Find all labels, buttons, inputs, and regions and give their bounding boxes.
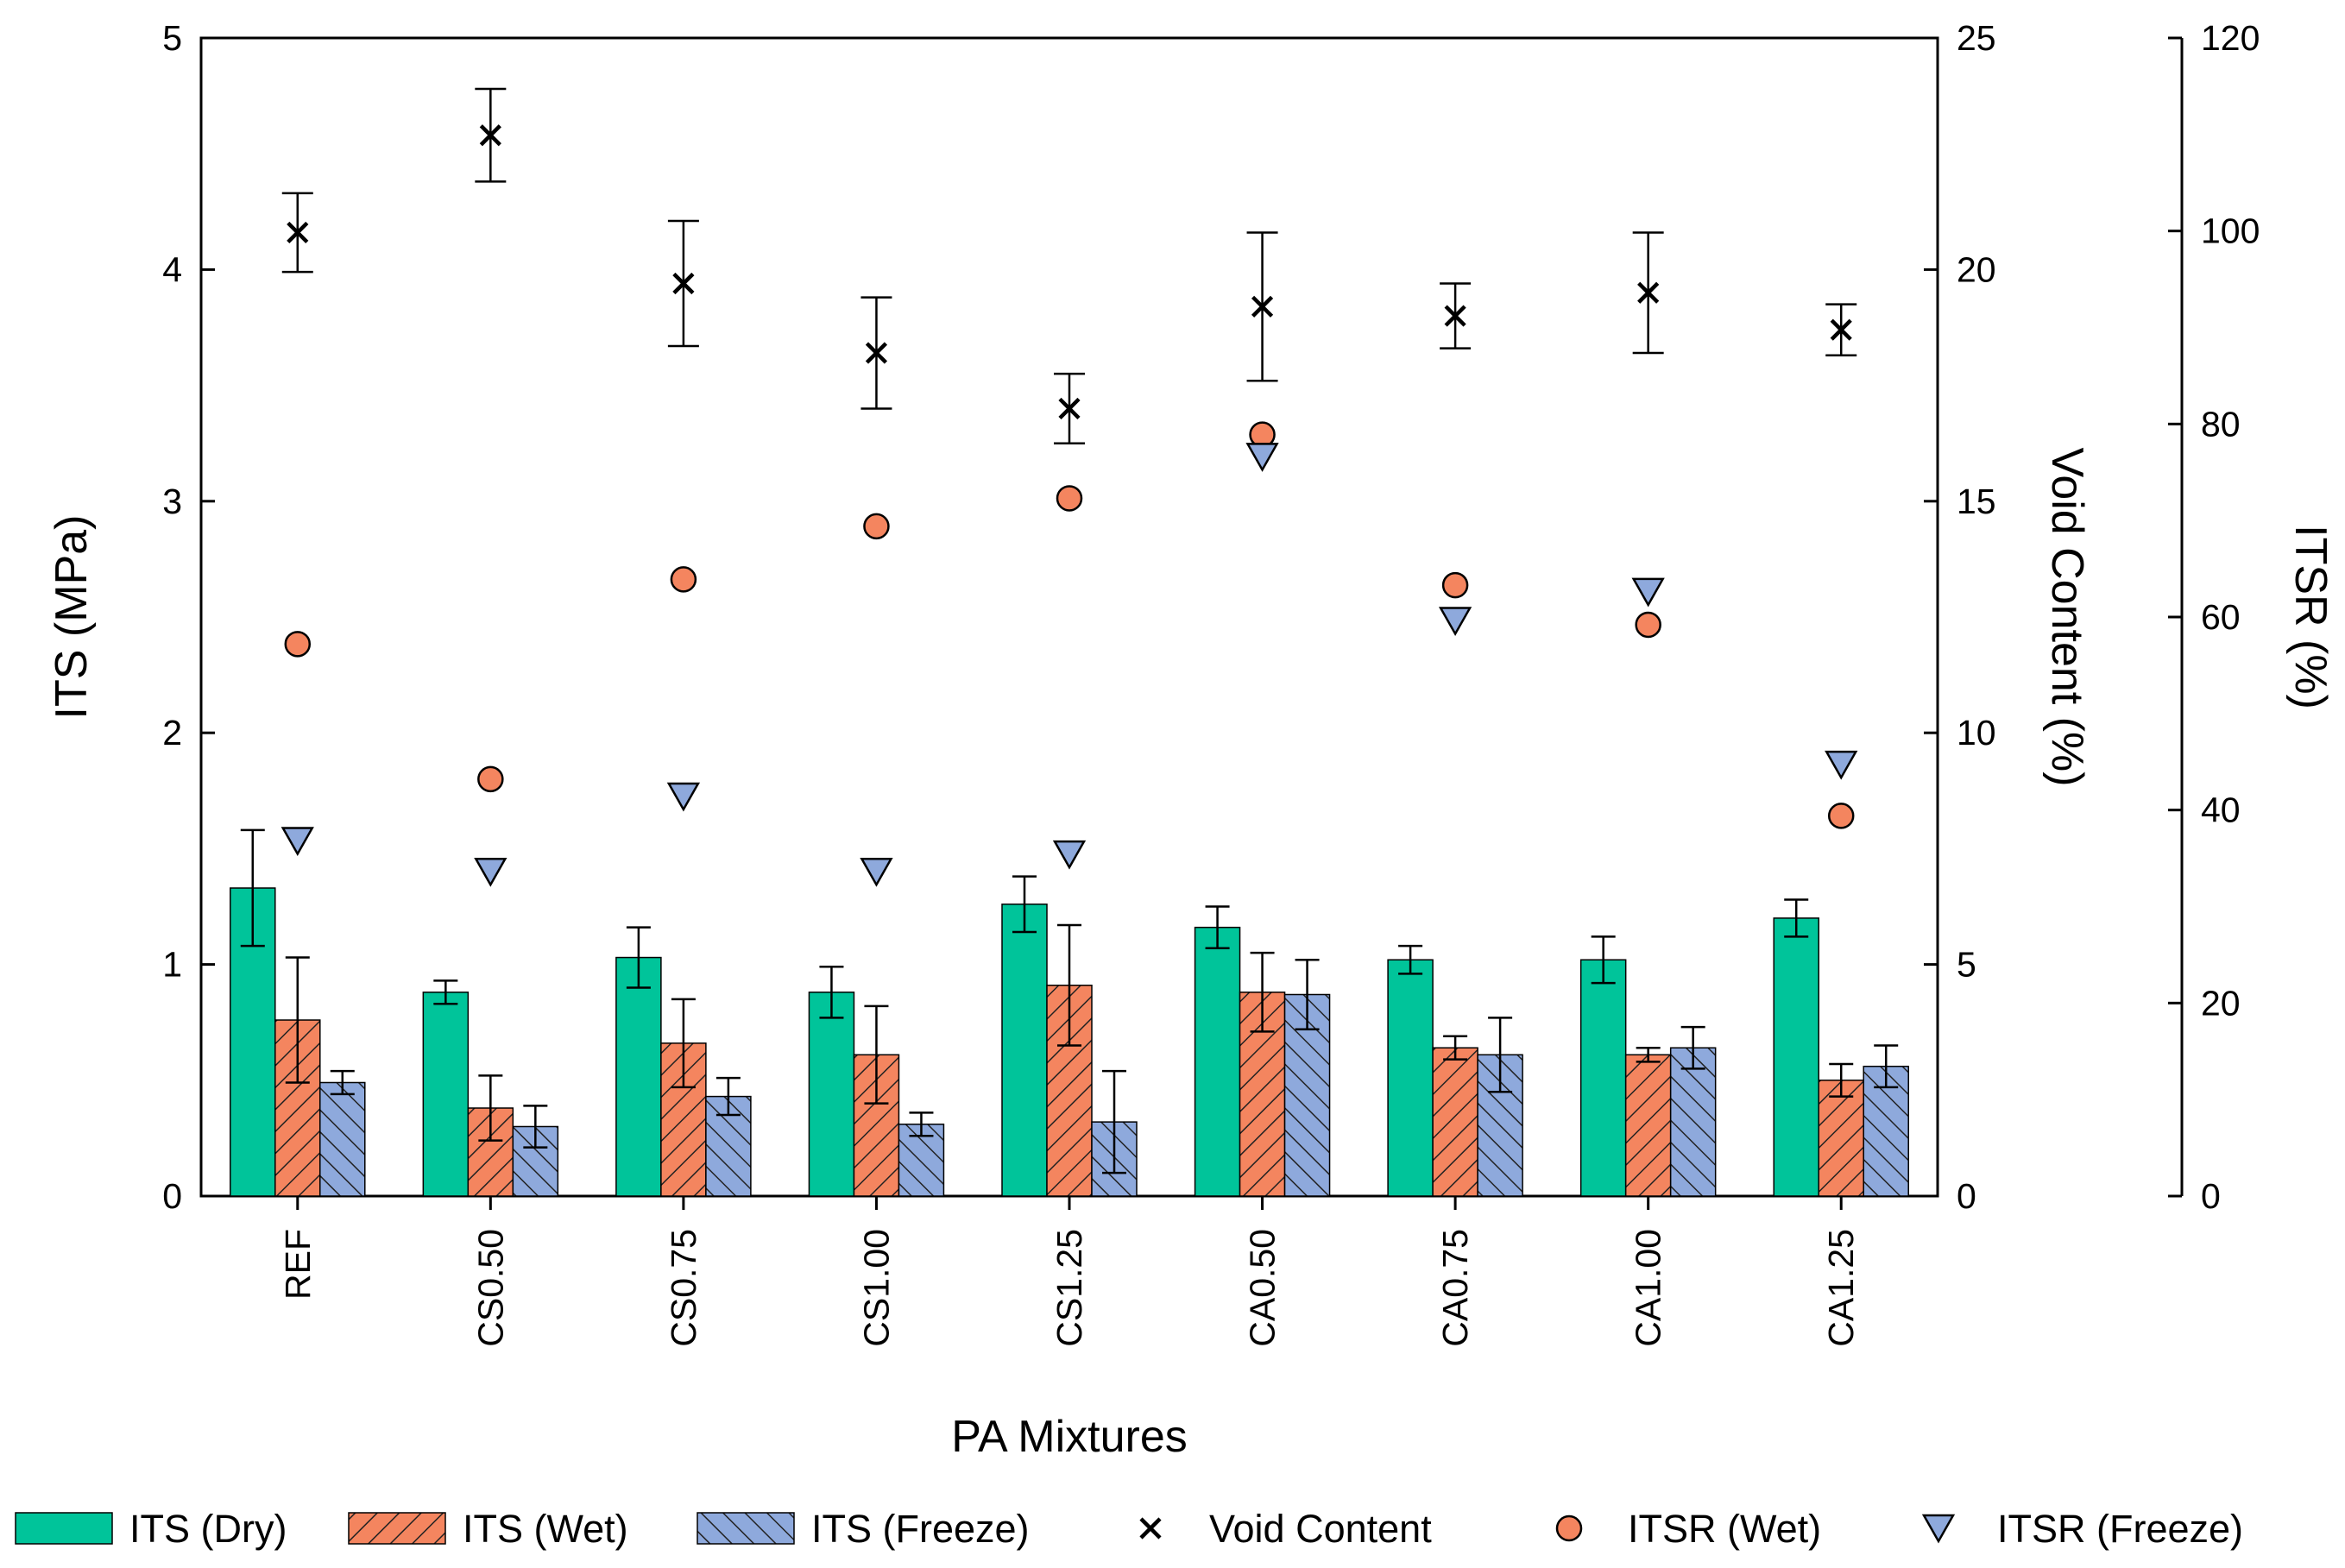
itsr-tick-label: 100 (2201, 211, 2260, 251)
legend-swatch-void-content (1139, 1517, 1162, 1540)
itsr-wet-point-cs0-50 (477, 765, 504, 793)
x-tick-label: CA0.75 (1435, 1229, 1475, 1347)
void-tick-label: 25 (1957, 18, 1996, 58)
bar-its-dry-cs0-75 (615, 956, 662, 1197)
error-bars-group (240, 87, 1899, 1174)
left-tick-label: 3 (162, 482, 182, 521)
void-content-point-ref (287, 221, 309, 244)
x-tick-labels: REF CS0.50 CS0.75 CS1.00 CS1.25 CA0.50 CA0.75 C… (278, 1196, 1861, 1347)
void-content-point-cs0-50 (479, 124, 501, 147)
itsr-freeze-point-cs0-50 (474, 857, 507, 887)
legend-swatch-itsr-wet (1555, 1514, 1583, 1542)
itsr-wet-point-ca1-25 (1827, 803, 1855, 829)
point-series-group (281, 124, 1858, 887)
x-tick-label: CS1.00 (856, 1229, 896, 1347)
legend-swatch-its-freeze (697, 1512, 795, 1545)
itsr-tick-label: 80 (2201, 404, 2241, 444)
left-axis: 0 1 2 3 4 5 (162, 18, 215, 1216)
bar-its-wet-ca1-00 (1624, 1054, 1672, 1197)
itsr-freeze-point-cs0-75 (666, 782, 701, 812)
bar-its-dry-cs1-00 (808, 992, 855, 1197)
void-content-point-ca0-75 (1444, 305, 1466, 327)
left-tick-label: 2 (162, 713, 182, 753)
legend-label-itsr-wet: ITSR (Wet) (1628, 1507, 1821, 1551)
x-tick-label: CS0.75 (664, 1229, 703, 1347)
void-tick-label: 10 (1957, 713, 1996, 753)
bar-its-freeze-ca1-00 (1669, 1047, 1717, 1197)
itsr-tick-label: 0 (2201, 1176, 2221, 1216)
x-tick-label: CA1.25 (1821, 1229, 1861, 1347)
legend-label-its-freeze: ITS (Freeze) (811, 1507, 1030, 1551)
bar-its-dry-ca1-00 (1579, 959, 1627, 1197)
itsr-freeze-point-ca1-25 (1825, 750, 1858, 780)
itsr-freeze-point-ca0-50 (1245, 443, 1279, 472)
legend-label-its-dry: ITS (Dry) (129, 1507, 287, 1551)
void-content-point-ca1-00 (1637, 281, 1660, 304)
y-axis-title: ITS (MPa) (47, 515, 97, 720)
itsr-freeze-point-cs1-00 (860, 857, 893, 887)
legend-label-void-content: Void Content (1209, 1507, 1432, 1551)
legend-swatch-its-wet (348, 1512, 446, 1545)
legend-label-its-wet: ITS (Wet) (463, 1507, 628, 1551)
bar-its-dry-cs0-50 (422, 992, 470, 1197)
itsr-wet-point-cs1-25 (1056, 485, 1083, 512)
void-content-axis-title: Void Content (%) (2042, 447, 2092, 786)
legend-swatch-itsr-freeze (1921, 1514, 1956, 1544)
bar-its-dry-ca1-25 (1773, 917, 1819, 1197)
itsr-wet-point-cs0-75 (670, 566, 697, 593)
x-tick-label: REF (278, 1229, 318, 1300)
x-tick-label: CS0.50 (470, 1229, 510, 1347)
legend-swatch-its-dry (15, 1512, 113, 1545)
void-content-point-ca1-25 (1830, 318, 1852, 341)
x-tick-label: CA1.00 (1629, 1229, 1668, 1347)
itsr-wet-point-ca1-00 (1635, 611, 1661, 639)
void-tick-label: 15 (1957, 482, 1996, 521)
void-tick-label: 0 (1957, 1176, 1976, 1216)
itsr-tick-label: 40 (2201, 790, 2241, 830)
x-tick-label: CA0.50 (1243, 1229, 1283, 1347)
void-content-axis: 0 5 10 15 20 25 (1924, 18, 1996, 1216)
left-tick-label: 0 (162, 1176, 182, 1216)
itsr-axis-title: ITSR (%) (2285, 525, 2336, 709)
itsr-tick-label: 20 (2201, 983, 2241, 1023)
bar-its-dry-ca0-75 (1387, 959, 1434, 1197)
x-tick-label: CS1.25 (1050, 1229, 1089, 1347)
itsr-freeze-point-cs1-25 (1052, 840, 1087, 870)
legend: ITS (Dry) ITS (Wet) ITS (Freeze) Void Conte… (15, 1507, 2243, 1551)
void-content-point-cs0-75 (672, 272, 695, 295)
itsr-axis: 0 20 40 60 80 100 120 (2168, 18, 2260, 1216)
legend-label-itsr-freeze: ITSR (Freeze) (1997, 1507, 2243, 1551)
left-tick-label: 5 (162, 18, 182, 58)
bar-its-dry-cs1-25 (1001, 904, 1048, 1197)
bar-its-freeze-ref (319, 1081, 366, 1197)
itsr-wet-point-ref (284, 631, 312, 658)
x-axis-title: PA Mixtures (951, 1412, 1188, 1462)
void-content-point-cs1-25 (1058, 397, 1081, 420)
itsr-freeze-point-ca0-75 (1438, 607, 1472, 637)
void-tick-label: 5 (1957, 945, 1976, 985)
itsr-freeze-point-ca1-00 (1631, 577, 1665, 608)
void-content-point-cs1-00 (865, 342, 888, 364)
bar-its-wet-ca1-25 (1818, 1080, 1864, 1197)
itsr-tick-label: 120 (2201, 18, 2260, 58)
itsr-tick-label: 60 (2201, 597, 2241, 637)
void-tick-label: 20 (1957, 249, 1996, 289)
bar-its-dry-ca0-50 (1194, 926, 1241, 1197)
left-tick-label: 4 (162, 249, 182, 289)
itsr-freeze-point-ref (281, 827, 314, 856)
itsr-wet-point-cs1-00 (863, 513, 890, 540)
void-content-point-ca0-50 (1251, 295, 1274, 318)
itsr-wet-point-ca0-75 (1441, 571, 1469, 599)
bar-its-wet-ca0-75 (1432, 1047, 1478, 1197)
left-tick-label: 1 (162, 945, 182, 985)
